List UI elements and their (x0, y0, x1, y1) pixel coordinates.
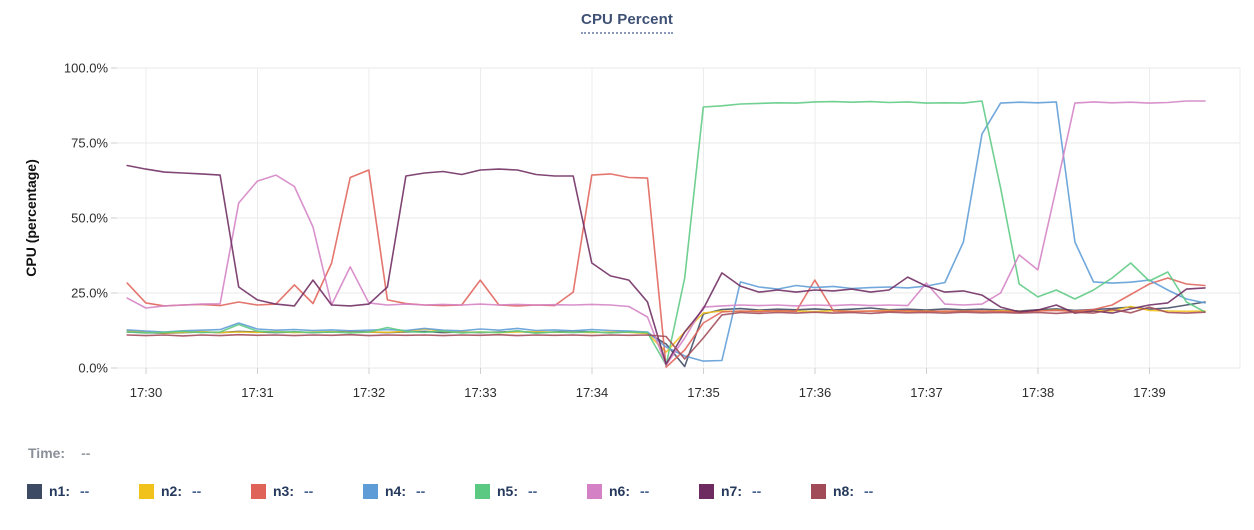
legend-swatch-n1 (27, 483, 42, 499)
legend-item-n1[interactable]: n1: -- (27, 483, 139, 499)
legend-label-n3: n3: (273, 483, 294, 499)
legend-value-n1: -- (80, 483, 90, 499)
x-tick-label: 17:31 (241, 385, 274, 400)
legend-value-n5: -- (528, 483, 538, 499)
y-tick-label: 75.0% (71, 136, 108, 151)
legend-value-n2: -- (192, 483, 202, 499)
chart-legend: n1: -- n2: -- n3: -- n4: -- n5: -- n6: -- n7: -- n8: -- (27, 483, 923, 499)
legend-swatch-n4 (363, 483, 378, 499)
legend-label-n1: n1: (49, 483, 70, 499)
x-tick-label: 17:30 (130, 385, 163, 400)
legend-item-n8[interactable]: n8: -- (811, 483, 923, 499)
legend-label-n2: n2: (161, 483, 182, 499)
series-line-n7[interactable] (126, 164, 1206, 365)
legend-item-n5[interactable]: n5: -- (475, 483, 587, 499)
series-line-n4[interactable] (126, 101, 1206, 362)
series-line-n5[interactable] (126, 100, 1206, 366)
legend-item-n3[interactable]: n3: -- (251, 483, 363, 499)
x-tick-label: 17:33 (464, 385, 497, 400)
y-tick-label: 100.0% (64, 61, 109, 76)
x-tick-label: 17:35 (687, 385, 720, 400)
legend-label-n4: n4: (385, 483, 406, 499)
legend-label-n8: n8: (833, 483, 854, 499)
time-value: -- (81, 445, 91, 461)
legend-label-n5: n5: (497, 483, 518, 499)
legend-value-n7: -- (752, 483, 762, 499)
legend-label-n6: n6: (609, 483, 630, 499)
legend-item-n6[interactable]: n6: -- (587, 483, 699, 499)
legend-swatch-n5 (475, 483, 490, 499)
chart-title-row: CPU Percent (0, 11, 1254, 34)
x-tick-label: 17:36 (799, 385, 832, 400)
legend-swatch-n7 (699, 483, 714, 499)
time-label: Time: (28, 445, 66, 461)
legend-value-n6: -- (640, 483, 650, 499)
legend-item-n7[interactable]: n7: -- (699, 483, 811, 499)
series-line-n6[interactable] (126, 100, 1206, 366)
cpu-percent-chart[interactable]: 100.0% 75.0% 50.0% 25.0% 0.0% 17:30 17:31 17:32… (0, 0, 1254, 420)
legend-swatch-n3 (251, 483, 266, 499)
y-axis-title: CPU (percentage) (23, 159, 39, 276)
y-tick-label: 50.0% (71, 211, 108, 226)
chart-title[interactable]: CPU Percent (581, 11, 673, 34)
x-tick-label: 17:38 (1022, 385, 1055, 400)
x-tick-label: 17:34 (576, 385, 609, 400)
x-tick-label: 17:32 (353, 385, 386, 400)
legend-item-n2[interactable]: n2: -- (139, 483, 251, 499)
legend-value-n4: -- (416, 483, 426, 499)
series-line-n8[interactable] (126, 306, 1206, 360)
x-tick-label: 17:39 (1133, 385, 1166, 400)
legend-value-n3: -- (304, 483, 314, 499)
legend-value-n8: -- (864, 483, 874, 499)
legend-swatch-n8 (811, 483, 826, 499)
time-row: Time: -- (28, 445, 90, 461)
legend-swatch-n6 (587, 483, 602, 499)
y-tick-label: 25.0% (71, 286, 108, 301)
legend-item-n4[interactable]: n4: -- (363, 483, 475, 499)
legend-label-n7: n7: (721, 483, 742, 499)
x-tick-label: 17:37 (910, 385, 943, 400)
y-tick-label: 0.0% (78, 361, 108, 376)
legend-swatch-n2 (139, 483, 154, 499)
series-line-n1[interactable] (126, 301, 1206, 368)
